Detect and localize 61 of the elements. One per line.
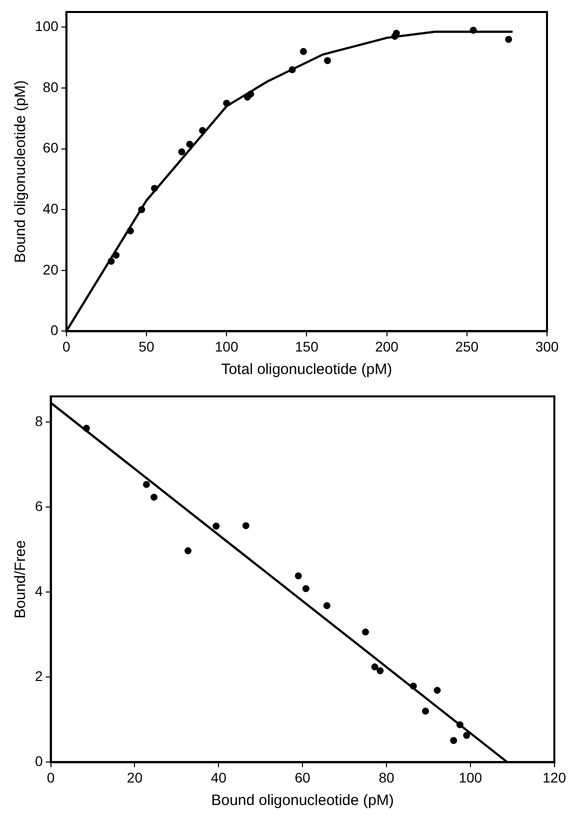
x-tick-label: 200 bbox=[375, 338, 399, 354]
point bbox=[108, 258, 115, 265]
x-tick-label: 120 bbox=[542, 769, 566, 786]
point bbox=[362, 628, 369, 636]
point bbox=[138, 206, 146, 214]
point bbox=[82, 424, 90, 432]
point bbox=[150, 184, 158, 192]
point bbox=[323, 602, 330, 610]
y-tick-label: 4 bbox=[34, 582, 43, 599]
y-axis-title: Bound/Free bbox=[12, 540, 30, 618]
x-tick-label: 100 bbox=[458, 769, 482, 786]
point bbox=[324, 57, 332, 64]
y-tick-label: 0 bbox=[34, 753, 43, 770]
x-tick-label: 60 bbox=[294, 769, 311, 786]
point bbox=[470, 26, 477, 34]
point bbox=[178, 148, 186, 156]
point bbox=[199, 127, 206, 134]
y-tick-label: 100 bbox=[35, 18, 59, 34]
point bbox=[142, 480, 150, 488]
point bbox=[410, 682, 417, 690]
point bbox=[223, 100, 230, 107]
point bbox=[247, 90, 254, 98]
point bbox=[300, 48, 307, 56]
x-tick-label: 20 bbox=[126, 769, 143, 786]
point bbox=[288, 66, 296, 74]
x-tick-label: 80 bbox=[378, 769, 394, 786]
y-tick-label: 80 bbox=[42, 78, 59, 95]
y-axis-title: Bound oligonucleotide (pM) bbox=[12, 80, 30, 263]
point bbox=[112, 252, 120, 259]
x-tick-label: 50 bbox=[138, 338, 154, 354]
x-tick-label: 300 bbox=[535, 338, 559, 354]
x-tick-label: 100 bbox=[214, 338, 238, 354]
x-axis-title: Total oligonucleotide (pM) bbox=[221, 361, 392, 378]
point bbox=[294, 572, 302, 580]
point bbox=[302, 585, 310, 592]
y-tick-label: 60 bbox=[42, 140, 59, 156]
x-tick-label: 250 bbox=[455, 338, 479, 354]
point bbox=[456, 721, 464, 728]
point bbox=[186, 140, 194, 148]
point bbox=[422, 708, 429, 715]
point bbox=[126, 227, 134, 234]
y-tick-label: 2 bbox=[34, 668, 43, 684]
y-tick-label: 20 bbox=[42, 261, 59, 278]
x-tick-label: 150 bbox=[295, 338, 319, 354]
point bbox=[376, 667, 384, 674]
point bbox=[150, 494, 158, 501]
point bbox=[184, 547, 192, 554]
point bbox=[371, 663, 378, 670]
point bbox=[463, 732, 470, 739]
point bbox=[505, 36, 512, 43]
point bbox=[434, 686, 441, 694]
y-tick-label: 6 bbox=[34, 498, 43, 514]
y-tick-label: 0 bbox=[50, 322, 59, 338]
point bbox=[212, 522, 220, 530]
x-tick-label: 40 bbox=[210, 769, 227, 786]
point bbox=[450, 737, 458, 744]
y-tick-label: 40 bbox=[42, 200, 59, 216]
y-tick-label: 8 bbox=[34, 412, 43, 429]
point bbox=[242, 522, 250, 530]
x-axis-title: Bound oligonucleotide (pM) bbox=[211, 792, 394, 810]
x-tick-label: 0 bbox=[62, 338, 70, 354]
